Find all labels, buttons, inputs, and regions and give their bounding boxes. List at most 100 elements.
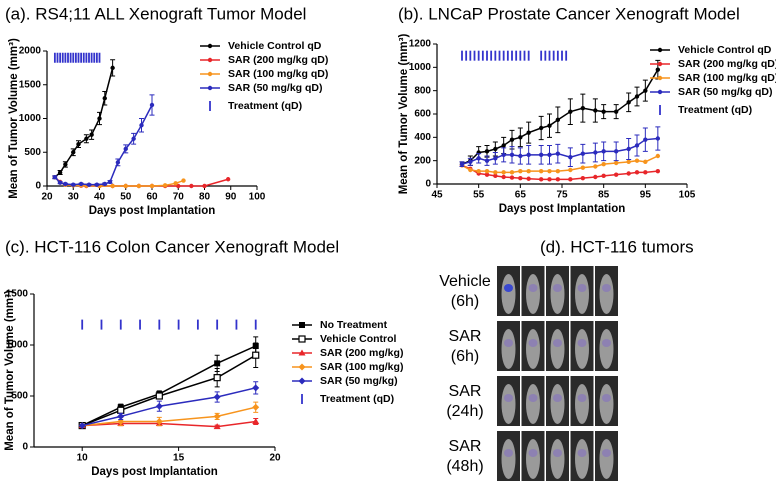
legend-label: SAR (100 mg/kg qD) xyxy=(678,72,776,84)
x-tick-label: 30 xyxy=(68,192,80,203)
marker xyxy=(555,168,561,174)
mouse-body xyxy=(526,329,540,369)
marker xyxy=(626,100,631,105)
tumor-signal xyxy=(504,449,513,457)
series-line xyxy=(81,354,257,427)
mouse-body xyxy=(575,274,589,314)
marker xyxy=(634,143,640,148)
marker xyxy=(526,152,531,158)
mouse-body xyxy=(599,274,614,314)
legend-marker xyxy=(298,363,306,371)
marker xyxy=(518,153,523,159)
marker xyxy=(613,149,619,154)
x-tick-label: 60 xyxy=(146,192,158,203)
marker xyxy=(97,116,102,121)
marker xyxy=(509,175,515,180)
marker xyxy=(214,360,221,367)
tumor-signal xyxy=(602,394,611,402)
y-tick-label: 1200 xyxy=(409,39,432,50)
marker xyxy=(555,177,561,182)
tumor-signal xyxy=(528,339,538,347)
mouse-body xyxy=(550,384,565,424)
tumor-signal xyxy=(602,339,611,347)
marker xyxy=(526,168,531,174)
series-line xyxy=(54,104,153,186)
marker xyxy=(484,158,490,163)
marker xyxy=(155,402,163,410)
row-label: (6h) xyxy=(451,293,479,310)
legend-marker xyxy=(207,57,213,63)
chart-title: (b). LNCaP Prostate Cancer Xenograft Mod… xyxy=(398,4,740,23)
marker xyxy=(493,156,498,161)
mouse-body xyxy=(599,439,614,479)
marker xyxy=(117,412,125,420)
marker xyxy=(149,102,155,108)
x-tick-label: 105 xyxy=(679,190,696,201)
marker xyxy=(149,183,155,189)
marker xyxy=(252,351,260,359)
marker xyxy=(252,384,260,392)
marker xyxy=(136,183,142,189)
marker xyxy=(501,170,506,175)
marker xyxy=(601,109,606,114)
marker xyxy=(213,423,221,430)
marker xyxy=(78,422,86,430)
marker xyxy=(493,146,498,152)
x-axis-label: Days post Implantation xyxy=(91,466,218,478)
series-line xyxy=(82,406,256,427)
marker xyxy=(89,132,94,137)
marker xyxy=(626,146,631,152)
x-tick-label: 20 xyxy=(41,192,53,203)
marker xyxy=(655,153,661,159)
tumor-signal xyxy=(602,449,611,457)
legend-label: Treatment (qD) xyxy=(228,100,302,112)
marker xyxy=(509,137,515,142)
tumor-signal xyxy=(528,284,538,292)
mouse-body xyxy=(550,439,565,479)
legend-label: Vehicle Control qD xyxy=(678,44,772,56)
x-tick-label: 65 xyxy=(515,190,527,201)
x-tick-label: 85 xyxy=(598,190,610,201)
marker xyxy=(643,88,648,93)
x-tick-label: 95 xyxy=(640,190,652,201)
marker xyxy=(518,135,523,140)
legend-label: SAR (50 mg/kg) xyxy=(320,375,398,387)
legend-marker xyxy=(298,349,306,356)
marker xyxy=(509,170,515,175)
series-line xyxy=(54,67,114,178)
marker xyxy=(213,393,221,401)
mouse-body xyxy=(526,384,540,424)
marker xyxy=(501,143,506,148)
legend-label: SAR (200 mg/kg qD) xyxy=(228,54,328,66)
marker xyxy=(593,108,598,113)
marker xyxy=(94,182,100,187)
marker xyxy=(538,152,544,158)
marker xyxy=(71,150,76,155)
marker xyxy=(181,178,186,183)
marker xyxy=(655,67,661,72)
legend-marker xyxy=(657,89,663,95)
legend-marker xyxy=(299,322,305,328)
marker xyxy=(139,123,144,128)
marker xyxy=(547,152,552,158)
tumor-signal xyxy=(553,284,562,292)
marker xyxy=(57,170,63,175)
marker xyxy=(634,94,640,99)
marker xyxy=(484,149,490,154)
row-label: (6h) xyxy=(451,348,479,365)
tumor-signal xyxy=(504,394,513,402)
marker xyxy=(102,96,107,101)
marker xyxy=(613,172,619,177)
marker xyxy=(518,168,523,174)
marker xyxy=(71,182,76,187)
chart-title: (a). RS4;11 ALL Xenograft Tumor Model xyxy=(5,4,306,23)
marker xyxy=(501,174,506,180)
x-tick-label: 75 xyxy=(556,190,568,201)
tumor-signal xyxy=(553,449,562,457)
mouse-body xyxy=(599,329,614,369)
marker xyxy=(580,175,586,181)
marker xyxy=(162,183,168,188)
y-tick-label: 0 xyxy=(425,179,431,190)
row-label: (48h) xyxy=(446,458,483,475)
marker xyxy=(547,168,552,174)
